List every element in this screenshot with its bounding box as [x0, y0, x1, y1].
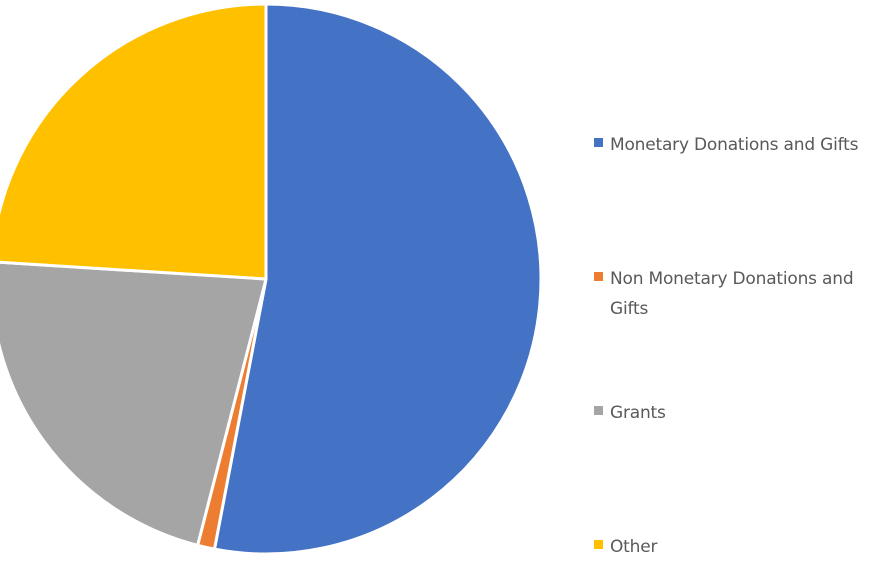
legend-label: Monetary Donations and Gifts: [610, 135, 859, 155]
legend-label: Non Monetary Donations and Gifts: [610, 269, 854, 319]
legend-swatch: [594, 406, 603, 415]
legend-swatch: [594, 540, 603, 549]
legend-label: Grants: [610, 403, 666, 423]
legend-item-grants: Grants: [594, 398, 889, 428]
legend-swatch: [594, 138, 603, 147]
chart-legend: Monetary Donations and Gifts Non Monetar…: [594, 0, 889, 559]
legend-label: Other: [610, 537, 658, 557]
pie-slice-monetary-donations-and-gifts: [212, 2, 543, 556]
legend-item-non-monetary-donations: Non Monetary Donations and Gifts: [594, 264, 889, 324]
pie-slice-other: [0, 2, 268, 281]
legend-item-monetary-donations: Monetary Donations and Gifts: [594, 130, 889, 160]
legend-item-other: Other: [594, 532, 889, 562]
legend-swatch: [594, 272, 603, 281]
pie-slice-grants: [0, 260, 268, 547]
